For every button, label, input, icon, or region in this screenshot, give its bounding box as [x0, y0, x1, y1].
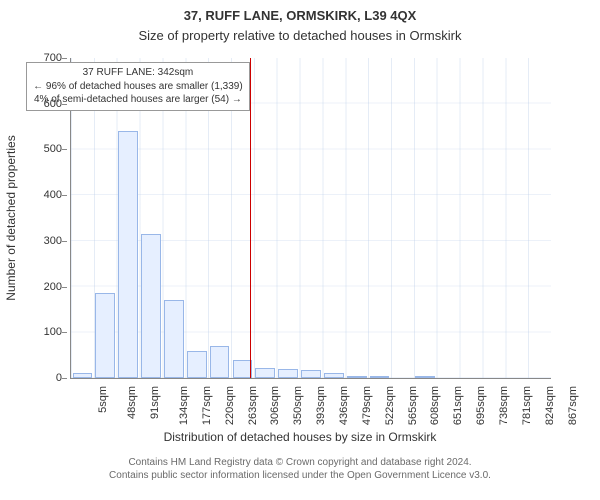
histogram-bar: [347, 376, 367, 378]
histogram-bar: [370, 376, 390, 378]
y-tick: 300: [0, 235, 62, 247]
footer: Contains HM Land Registry data © Crown c…: [0, 456, 600, 482]
y-tick: 400: [0, 189, 62, 201]
histogram-bar: [95, 293, 115, 378]
x-tick: 220sqm: [224, 386, 236, 425]
x-tick: 565sqm: [407, 386, 419, 425]
histogram-bar: [141, 234, 161, 378]
x-tick: 738sqm: [498, 386, 510, 425]
y-tick: 700: [0, 52, 62, 64]
histogram-bar: [301, 370, 321, 378]
histogram-bar: [164, 300, 184, 378]
x-tick: 306sqm: [270, 386, 282, 425]
histogram-bar: [415, 376, 435, 378]
histogram-bar: [210, 346, 230, 378]
x-tick: 867sqm: [567, 386, 579, 425]
chart-container: 37, RUFF LANE, ORMSKIRK, L39 4QX Size of…: [0, 0, 600, 500]
x-tick: 781sqm: [521, 386, 533, 425]
x-tick: 48sqm: [126, 386, 138, 419]
x-tick: 263sqm: [247, 386, 259, 425]
reference-line: [250, 58, 251, 378]
y-tick: 200: [0, 281, 62, 293]
x-tick: 350sqm: [292, 386, 304, 425]
x-tick: 393sqm: [315, 386, 327, 425]
histogram-bar: [118, 131, 138, 378]
histogram-bar: [255, 368, 275, 378]
chart-subtitle: Size of property relative to detached ho…: [0, 28, 600, 43]
histogram-bar: [324, 373, 344, 378]
x-tick: 651sqm: [452, 386, 464, 425]
y-tick: 100: [0, 326, 62, 338]
y-tick: 500: [0, 143, 62, 155]
address-title: 37, RUFF LANE, ORMSKIRK, L39 4QX: [0, 8, 600, 23]
x-tick: 436sqm: [338, 386, 350, 425]
histogram-bar: [278, 369, 298, 378]
x-tick: 824sqm: [544, 386, 556, 425]
x-axis-label: Distribution of detached houses by size …: [0, 430, 600, 444]
x-tick: 608sqm: [430, 386, 442, 425]
histogram-bar: [187, 351, 207, 378]
x-tick: 479sqm: [361, 386, 373, 425]
histogram-bar: [73, 373, 93, 378]
footer-line1: Contains HM Land Registry data © Crown c…: [0, 456, 600, 469]
annotation-line1: 37 RUFF LANE: 342sqm: [33, 66, 243, 80]
x-tick: 177sqm: [201, 386, 213, 425]
y-tick: 0: [0, 372, 62, 384]
x-tick: 91sqm: [149, 386, 161, 419]
plot-area: 37 RUFF LANE: 342sqm ← 96% of detached h…: [70, 58, 551, 379]
annotation-line2: ← 96% of detached houses are smaller (1,…: [33, 80, 243, 94]
x-tick: 522sqm: [384, 386, 396, 425]
x-tick: 5sqm: [97, 386, 109, 413]
footer-line2: Contains public sector information licen…: [0, 469, 600, 482]
x-tick: 695sqm: [475, 386, 487, 425]
y-tick: 600: [0, 98, 62, 110]
y-axis-label: Number of detached properties: [4, 135, 18, 300]
x-tick: 134sqm: [178, 386, 190, 425]
